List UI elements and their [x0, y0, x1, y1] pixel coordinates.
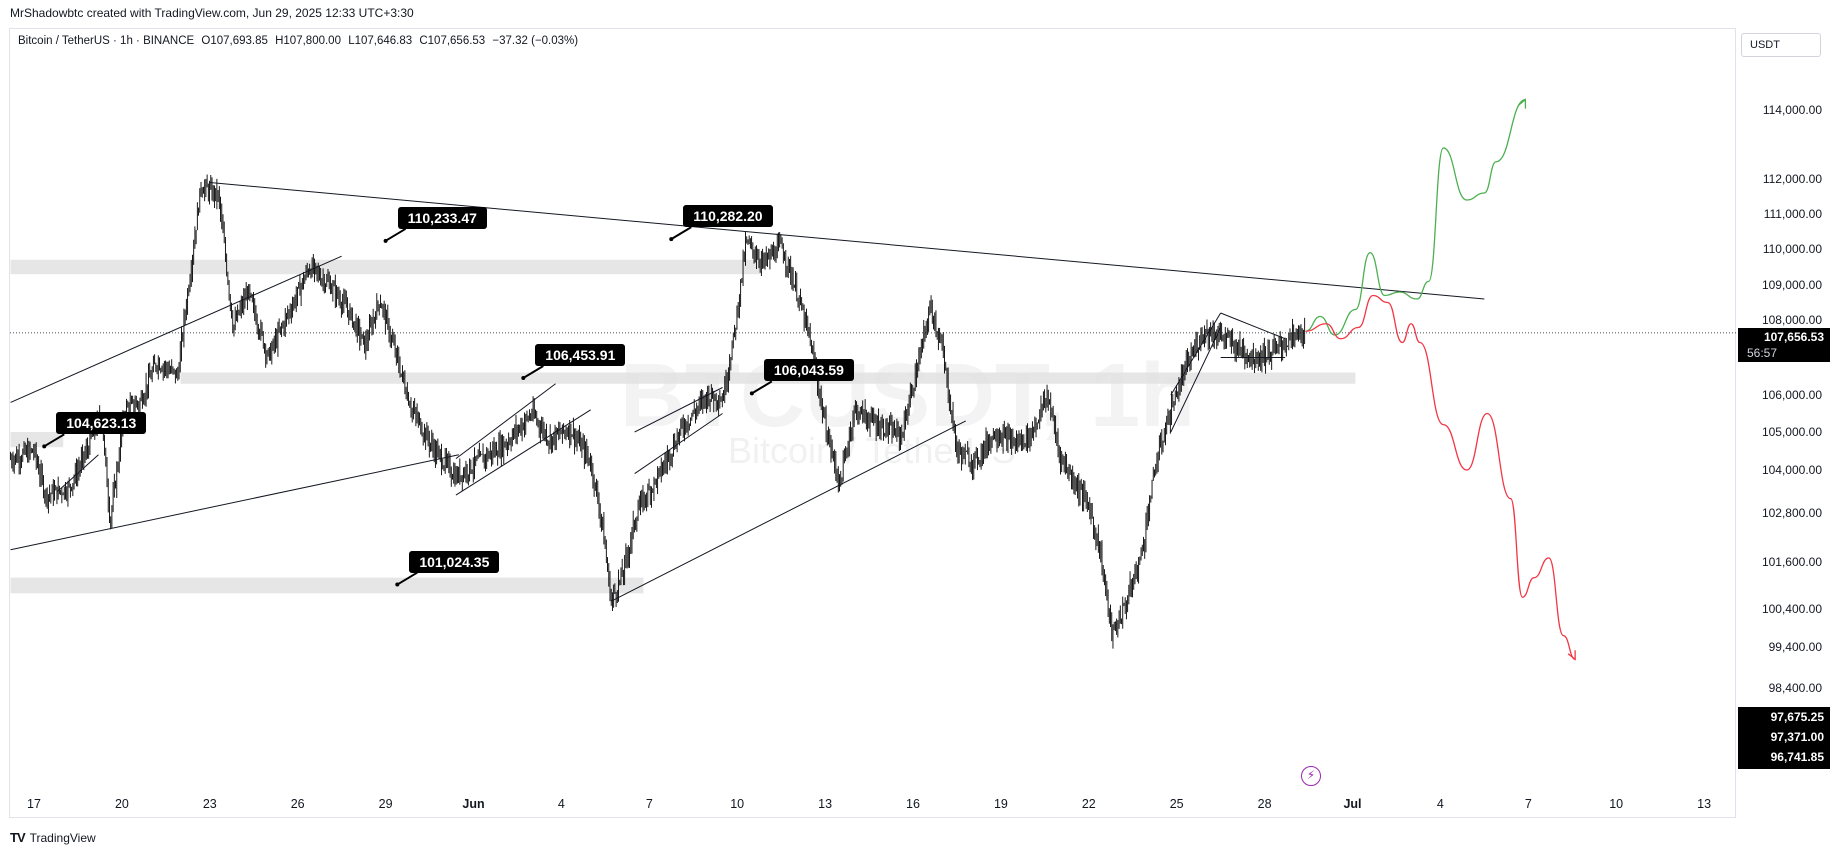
y-tick-label: 105,000.00 [1762, 425, 1822, 439]
x-tick-label: 22 [1082, 797, 1096, 811]
high-value: H107,800.00 [275, 35, 341, 47]
x-tick-label: 26 [291, 797, 305, 811]
y-tick-label: 106,000.00 [1762, 388, 1822, 402]
low-label-2: 97,371.00 [1770, 730, 1824, 744]
x-tick-label: 28 [1258, 797, 1272, 811]
annotation-dot [521, 375, 526, 380]
low-label-3: 96,741.85 [1770, 750, 1824, 764]
open-value: O107,693.85 [201, 35, 268, 47]
lightning-icon[interactable]: ⚡ [1301, 766, 1321, 786]
annotation-tag[interactable]: 104,623.13 [56, 412, 147, 435]
annotation-dot [669, 237, 674, 242]
y-tick-label: 98,400.00 [1769, 681, 1823, 695]
low-price-labels: 97,675.25 97,371.00 96,741.85 [1738, 707, 1830, 769]
chart-frame [9, 28, 1736, 818]
trendline [1170, 327, 1222, 433]
bearish-arrow-icon [1567, 650, 1576, 661]
annotation-tag[interactable]: 101,024.35 [409, 550, 500, 573]
x-tick-label: 29 [379, 797, 393, 811]
trendline [57, 454, 99, 492]
annotation-dot [749, 391, 754, 396]
x-tick-label: 7 [1525, 797, 1532, 811]
tradingview-logo-icon: TV [10, 830, 26, 845]
trendline [10, 454, 459, 551]
x-tick-label: 7 [646, 797, 653, 811]
x-tick-label: 13 [818, 797, 832, 811]
y-tick-label: 108,000.00 [1762, 313, 1822, 327]
annotation-pointer [396, 571, 418, 586]
ohlc-legend: Bitcoin / TetherUS · 1h · BINANCE O107,6… [18, 35, 582, 47]
support-resistance-zone [10, 259, 761, 275]
trendline [1170, 312, 1222, 396]
bar-countdown: 56:57 [1738, 345, 1830, 362]
low-label-1: 97,675.25 [1770, 710, 1824, 724]
tradingview-brand[interactable]: TV TradingView [10, 830, 96, 845]
annotation-dot [383, 238, 388, 243]
annotation-tag[interactable]: 106,453.91 [535, 343, 626, 366]
bullish-arrow-icon [1517, 98, 1527, 109]
x-tick-label: 4 [558, 797, 565, 811]
trendline [634, 387, 723, 433]
trendline [610, 420, 966, 602]
candles-group [10, 174, 1306, 649]
x-tick-label: Jun [462, 797, 484, 811]
x-tick-label: 13 [1697, 797, 1711, 811]
x-tick-label: 20 [115, 797, 129, 811]
annotation-pointer [522, 365, 544, 379]
y-tick-label: 101,600.00 [1762, 555, 1822, 569]
x-tick-label: 17 [27, 797, 41, 811]
y-tick-label: 100,400.00 [1762, 602, 1822, 616]
y-tick-label: 109,000.00 [1762, 278, 1822, 292]
annotation-dot [42, 444, 47, 449]
annotation-dot [395, 582, 400, 587]
x-tick-label: 16 [906, 797, 920, 811]
y-tick-label: 110,000.00 [1763, 242, 1822, 256]
close-value: C107,656.53 [419, 35, 486, 47]
trendline [455, 409, 591, 496]
low-value: L107,646.83 [348, 35, 413, 47]
trendline [455, 383, 556, 459]
y-tick-label: 111,000.00 [1764, 207, 1823, 221]
bullish-projection-path [1305, 99, 1526, 336]
y-tick-label: 114,000.00 [1763, 103, 1822, 117]
trendline [10, 255, 342, 403]
annotation-tag[interactable]: 110,282.20 [683, 205, 773, 228]
annotation-pointer [670, 226, 692, 240]
annotation-pointer [385, 227, 407, 242]
x-tick-label: Jul [1343, 797, 1361, 811]
x-tick-label: 19 [994, 797, 1008, 811]
y-tick-label: 104,000.00 [1762, 463, 1822, 477]
x-tick-label: 10 [1609, 797, 1623, 811]
annotation-tag[interactable]: 106,043.59 [763, 359, 854, 382]
trendline [634, 413, 723, 474]
annotation-pointer [43, 433, 65, 448]
x-tick-label: 10 [730, 797, 744, 811]
current-price-label: 107,656.53 [1738, 328, 1830, 346]
y-tick-label: 112,000.00 [1763, 172, 1822, 186]
symbol-label: Bitcoin / TetherUS · 1h · BINANCE [18, 35, 195, 47]
x-tick-label: 23 [203, 797, 217, 811]
bearish-projection-path [1305, 294, 1576, 660]
brand-name: TradingView [29, 830, 96, 845]
x-tick-label: 4 [1437, 797, 1444, 811]
change-value: −37.32 (−0.03%) [492, 35, 579, 47]
chart-credit: MrShadowbtc created with TradingView.com… [10, 6, 414, 20]
currency-selector[interactable]: USDT [1741, 33, 1821, 57]
annotation-pointer [751, 380, 773, 395]
y-tick-label: 102,800.00 [1762, 506, 1822, 520]
x-tick-label: 25 [1170, 797, 1184, 811]
trendline [1220, 312, 1286, 340]
annotation-tag[interactable]: 110,233.47 [397, 206, 487, 229]
support-resistance-zone [10, 577, 644, 594]
y-tick-label: 99,400.00 [1769, 640, 1823, 654]
trendline [209, 182, 1485, 300]
